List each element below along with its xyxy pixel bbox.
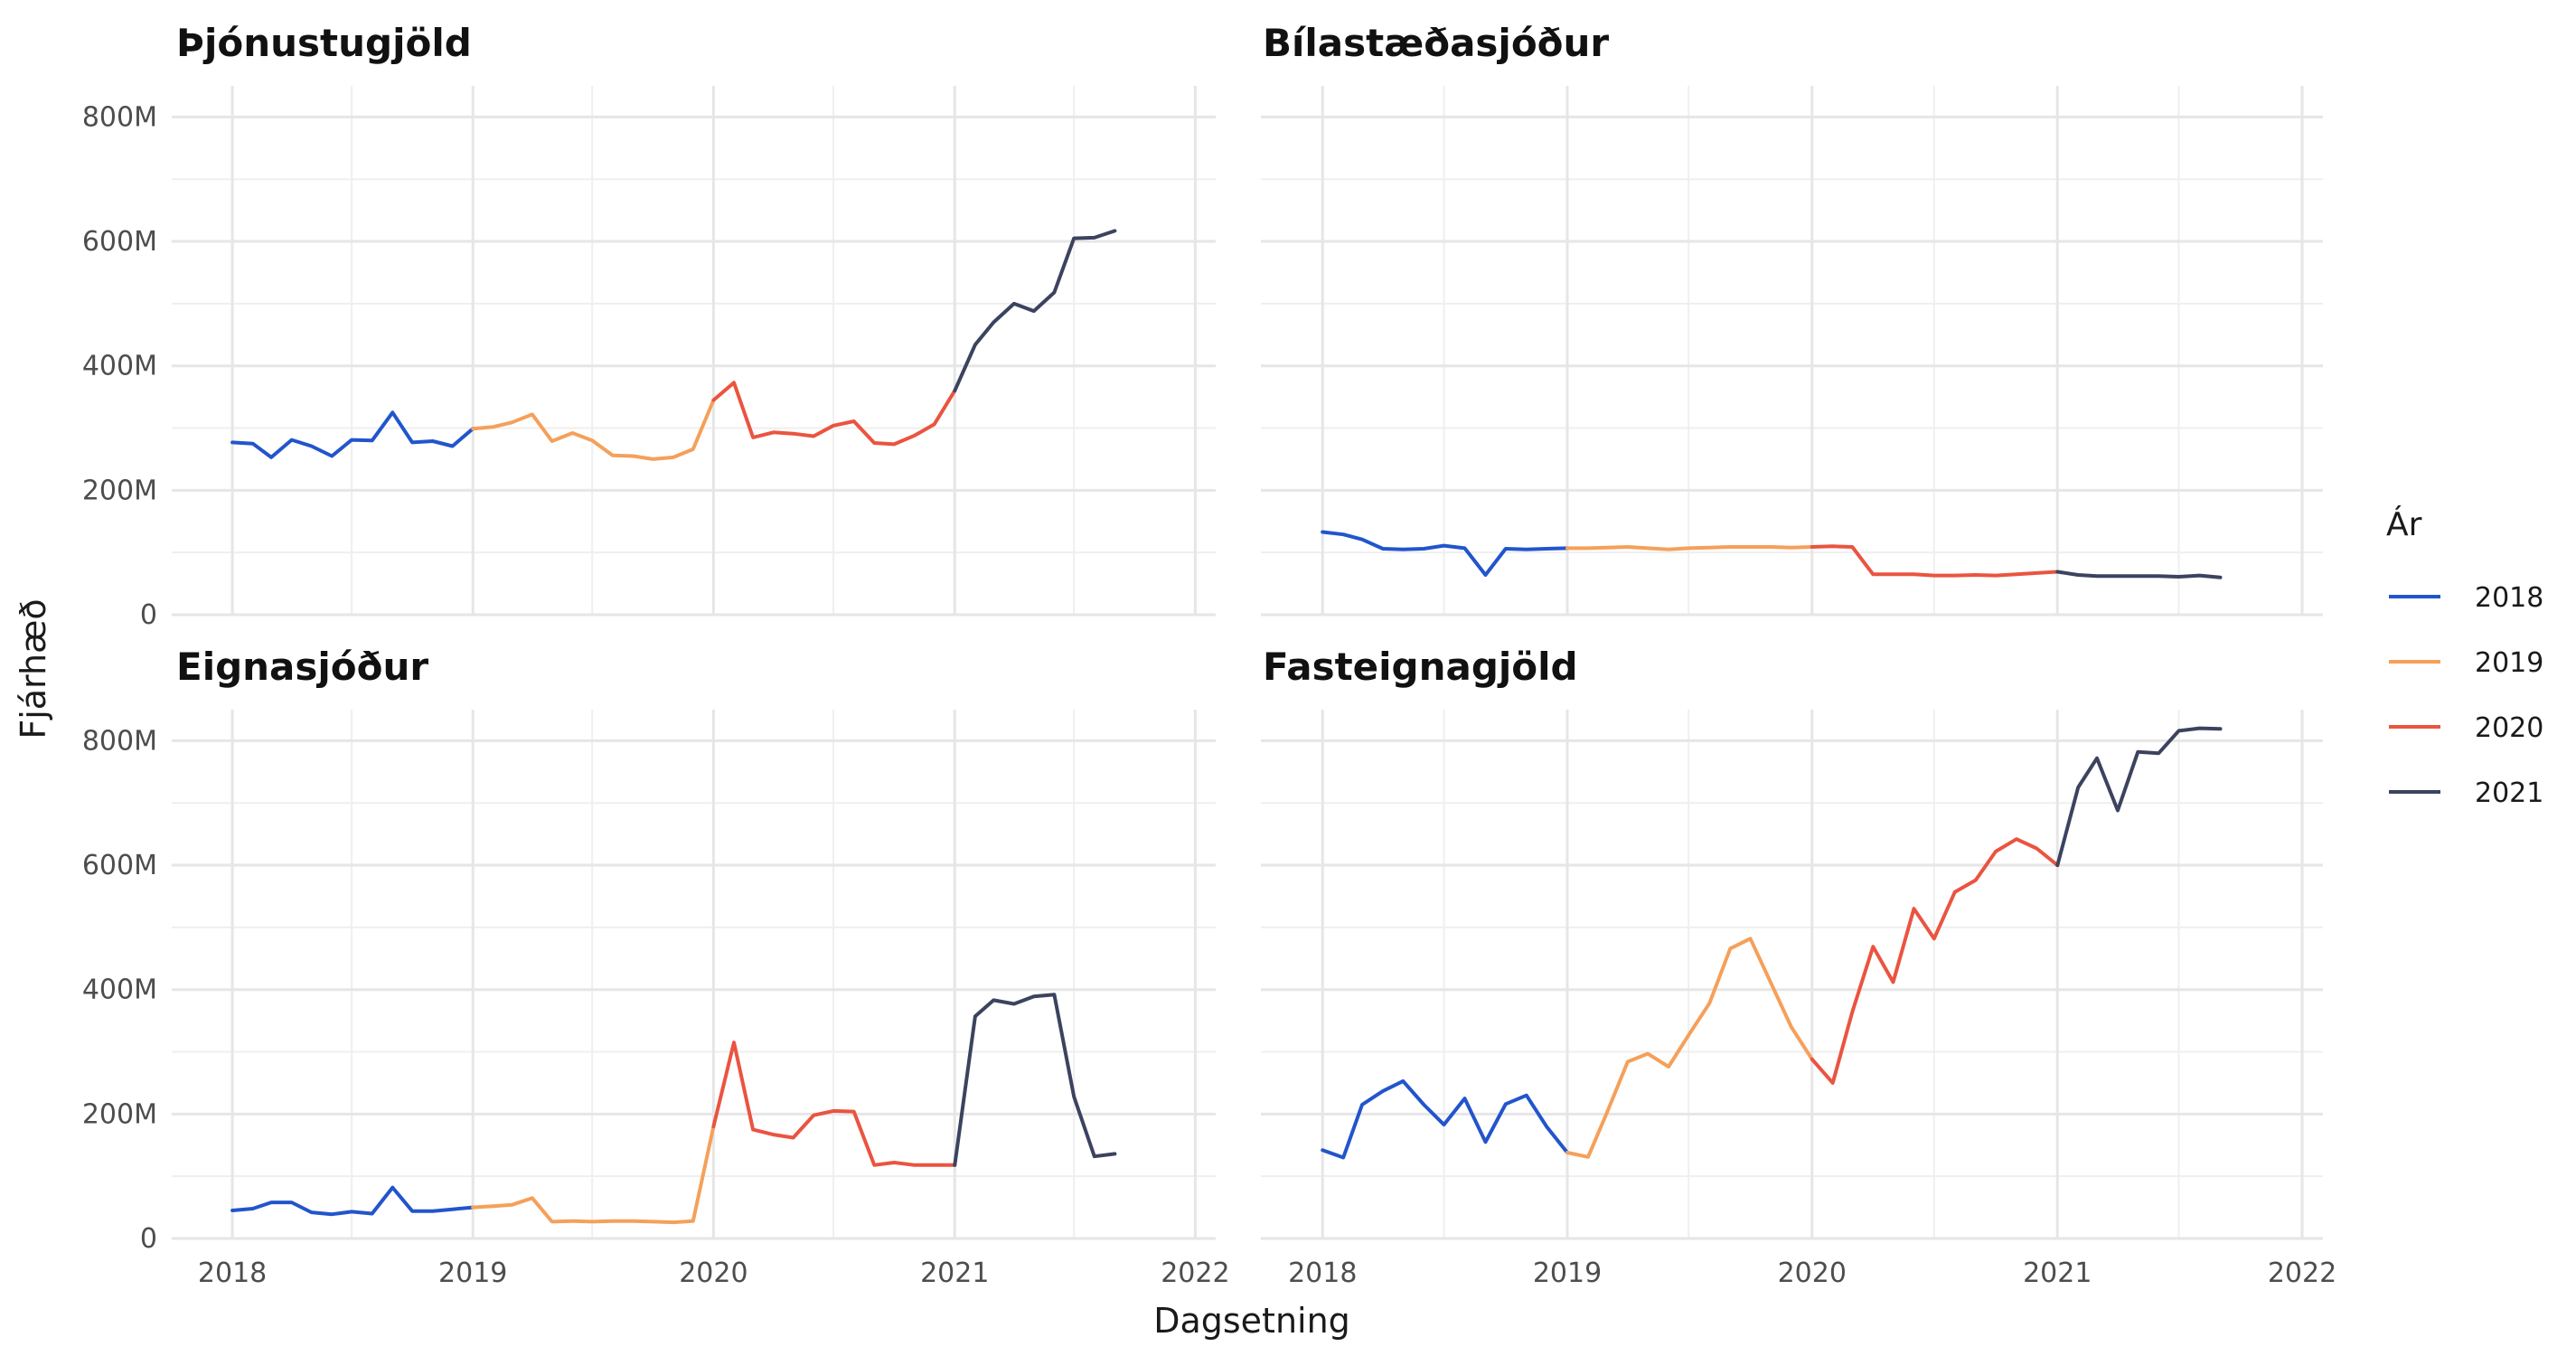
- y-tick-label: 400M: [82, 975, 157, 1006]
- series-line-2018: [230, 1185, 475, 1217]
- y-tick-label: 600M: [82, 226, 157, 258]
- x-axis-title: Dagsetning: [1153, 1301, 1350, 1341]
- series-line-2018: [230, 410, 475, 459]
- series-line-2021: [2055, 570, 2223, 579]
- panel-4: 2018 2019 2020 2021 2022 Fasteignagjöld: [1261, 645, 2336, 1289]
- x-tick-label: 2021: [2023, 1257, 2092, 1289]
- x-tick-label: 2018: [198, 1257, 267, 1289]
- y-tick-label: 800M: [82, 101, 157, 133]
- legend-title: Ár: [2386, 505, 2422, 543]
- series-line-2019: [471, 1125, 716, 1225]
- x-tick-label: 2021: [920, 1257, 989, 1289]
- series-line-2021: [953, 993, 1117, 1167]
- legend-label: 2018: [2475, 582, 2543, 614]
- y-tick-label: 200M: [82, 475, 157, 506]
- legend: Ár 2018 2019 2020 2021: [2386, 505, 2543, 809]
- series-line-2020: [711, 1041, 957, 1167]
- legend-label: 2020: [2475, 712, 2543, 744]
- y-tick-label: 400M: [82, 351, 157, 382]
- y-axis-title: Fjárhæð: [14, 598, 53, 739]
- panel-title: Þjónustugjöld: [176, 21, 472, 65]
- legend-label: 2021: [2475, 777, 2543, 809]
- panel-title: Fasteignagjöld: [1263, 645, 1578, 689]
- legend-label: 2019: [2475, 647, 2543, 679]
- panel-title: Bílastæðasjóður: [1263, 21, 1609, 65]
- series-line-2018: [1321, 1078, 1569, 1160]
- series-line-2020: [1810, 837, 2060, 1085]
- x-tick-label: 2022: [2268, 1257, 2336, 1289]
- series-line-2020: [711, 381, 957, 447]
- x-tick-label: 2020: [679, 1257, 747, 1289]
- panel-3: 0 200M 400M 600M 800M 2018 2019 2020 2021 2022 Eig…: [82, 645, 1230, 1289]
- series-line-2018: [1321, 530, 1569, 577]
- y-tick-label: 0: [140, 599, 157, 631]
- x-tick-label: 2019: [438, 1257, 507, 1289]
- series-line-2019: [1565, 937, 1814, 1159]
- series-line-2019: [471, 398, 716, 461]
- panel-title: Eignasjóður: [176, 645, 428, 689]
- y-tick-label: 600M: [82, 850, 157, 881]
- x-tick-label: 2019: [1533, 1257, 1602, 1289]
- series-line-2021: [953, 229, 1117, 393]
- x-tick-label: 2022: [1161, 1257, 1229, 1289]
- x-tick-label: 2018: [1288, 1257, 1357, 1289]
- y-tick-label: 200M: [82, 1098, 157, 1130]
- series-line-2021: [2055, 726, 2223, 868]
- y-tick-label: 800M: [82, 725, 157, 757]
- panel-1: 0 200M 400M 600M 800M Þjónustugjöld: [82, 21, 1216, 631]
- y-tick-label: 0: [140, 1223, 157, 1255]
- series-line-2019: [1565, 545, 1814, 551]
- series-line-2020: [1810, 544, 2060, 578]
- chart-panels: 0 200M 400M 600M 800M Þjónustugjöld Bílastæðas…: [82, 21, 2336, 1289]
- panel-2: Bílastæðasjóður: [1261, 21, 2323, 617]
- x-tick-label: 2020: [1778, 1257, 1847, 1289]
